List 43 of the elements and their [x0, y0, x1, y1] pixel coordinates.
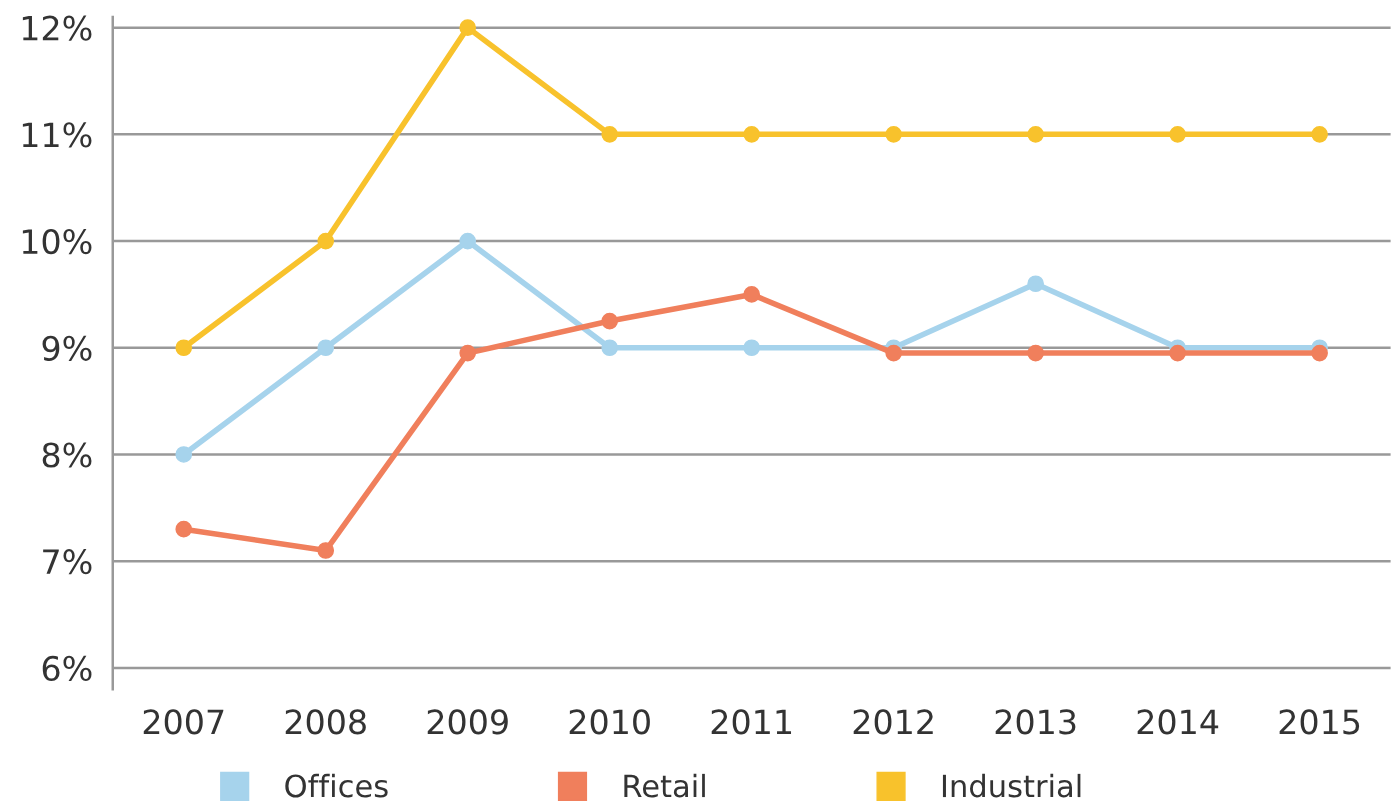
point [175, 339, 193, 357]
point [175, 520, 193, 538]
point [317, 339, 335, 357]
y-tick-label: 10% [22, 228, 92, 255]
point [1027, 344, 1044, 362]
point [1169, 126, 1186, 143]
point [1311, 126, 1328, 143]
point [459, 232, 477, 250]
point [175, 446, 193, 463]
x-tick-label: 2009 [427, 709, 508, 735]
point [1311, 344, 1328, 362]
legend-label: Offices [285, 773, 388, 798]
x-tick-label: 2008 [285, 709, 366, 735]
point [743, 126, 761, 143]
point [601, 126, 619, 143]
point [743, 286, 761, 303]
point [1027, 275, 1044, 293]
point [885, 126, 902, 143]
x-tick-label: 2015 [1279, 709, 1360, 735]
y-tick-label: 12% [22, 15, 92, 41]
x-tick-label: 2013 [995, 709, 1076, 735]
legend-label: Retail [624, 773, 705, 798]
point [459, 19, 477, 36]
y-tick-label: 8% [42, 442, 92, 468]
y-tick-label: 11% [22, 122, 92, 148]
point [1027, 126, 1044, 143]
point [317, 232, 335, 250]
point [885, 344, 902, 362]
x-tick-label: 2011 [711, 709, 792, 735]
x-tick-label: 2010 [569, 709, 650, 735]
legend-label: Industrial [942, 773, 1081, 798]
point [601, 312, 619, 330]
y-tick-label: 9% [42, 335, 92, 361]
x-tick-label: 2007 [143, 709, 224, 735]
y-tick-label: 7% [43, 549, 92, 575]
point [1169, 344, 1186, 362]
point [601, 339, 619, 357]
point [317, 542, 335, 559]
x-tick-label: 2014 [1137, 709, 1219, 735]
x-tick-label: 2012 [853, 709, 933, 735]
point [743, 339, 761, 357]
y-tick-label: 6% [42, 655, 92, 682]
point [459, 344, 477, 362]
